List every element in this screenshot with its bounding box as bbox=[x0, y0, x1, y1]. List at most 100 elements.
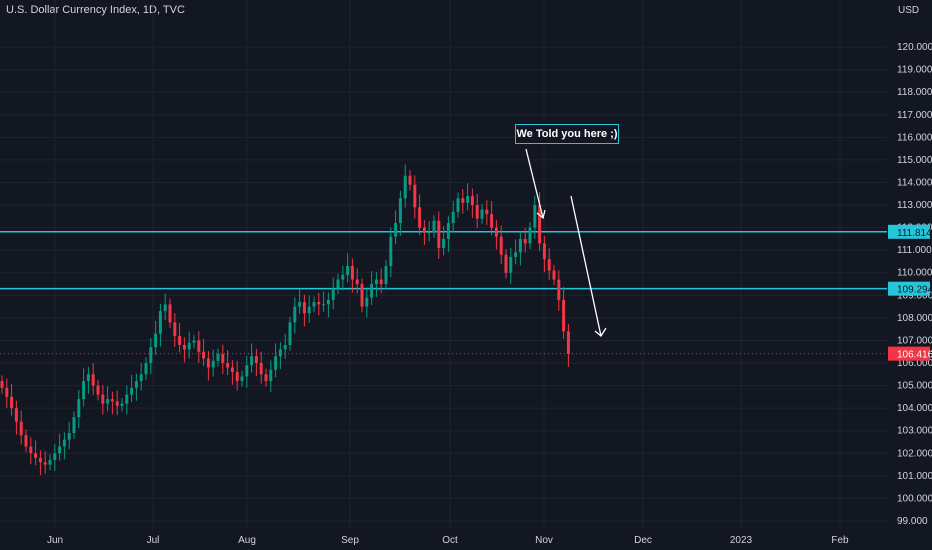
candle-body bbox=[360, 284, 364, 307]
price-axis: 99.000 100.000 101.000 102.000 103.000 104.00… bbox=[888, 0, 932, 550]
candle-body bbox=[547, 259, 551, 271]
candle-body bbox=[168, 304, 172, 323]
candle-body bbox=[206, 358, 210, 368]
candle-body bbox=[182, 344, 186, 350]
candle-body bbox=[374, 279, 378, 285]
candle-body bbox=[173, 322, 177, 336]
candle-body bbox=[77, 399, 81, 418]
candle-body bbox=[480, 209, 484, 219]
candle-body bbox=[456, 198, 460, 212]
y-tick-label: 113.000 bbox=[897, 200, 932, 211]
candle-body bbox=[538, 205, 542, 244]
candle-body bbox=[29, 446, 33, 454]
candle-body bbox=[221, 353, 225, 364]
candle-body bbox=[96, 385, 100, 395]
candle-body bbox=[528, 227, 532, 244]
candle-body bbox=[422, 227, 426, 233]
x-tick-label: 2023 bbox=[730, 535, 753, 546]
candle-body bbox=[394, 223, 398, 237]
candle-body bbox=[216, 353, 220, 361]
candle-body bbox=[389, 236, 393, 266]
candle-body bbox=[533, 205, 537, 228]
y-tick-label: 103.000 bbox=[897, 426, 932, 437]
level-tag bbox=[888, 281, 930, 296]
y-tick-label: 109.000 bbox=[897, 290, 932, 301]
candle-body bbox=[466, 196, 470, 203]
candle-body bbox=[34, 453, 38, 458]
y-tick-label: 110.000 bbox=[897, 268, 932, 279]
candle-body bbox=[451, 211, 455, 224]
candle-body bbox=[38, 457, 42, 463]
candle-body bbox=[312, 302, 316, 307]
candle-body bbox=[274, 356, 278, 370]
candle-body bbox=[542, 243, 546, 260]
candle-body bbox=[269, 369, 273, 382]
candle-body bbox=[509, 256, 513, 273]
y-tick-label: 114.000 bbox=[897, 177, 932, 188]
last-price-label: 106.416 bbox=[897, 350, 932, 361]
y-tick-label: 106.000 bbox=[897, 358, 932, 369]
candle-body bbox=[202, 351, 206, 359]
candle-body bbox=[5, 387, 9, 397]
annotation-label: We Told you here ;) bbox=[515, 124, 619, 144]
candle-body bbox=[250, 356, 254, 366]
candle-body bbox=[403, 175, 407, 199]
candle-body bbox=[336, 279, 340, 289]
candle-body bbox=[10, 396, 14, 409]
x-tick-label: Feb bbox=[831, 535, 849, 546]
candle-body bbox=[307, 306, 311, 314]
y-tick-label: 116.000 bbox=[897, 132, 932, 143]
candle-body bbox=[518, 238, 522, 253]
candle-body bbox=[504, 254, 508, 273]
candle-body bbox=[355, 279, 359, 285]
candle-body bbox=[437, 220, 441, 248]
candle-body bbox=[82, 381, 86, 400]
candle-body bbox=[254, 356, 258, 364]
candle-body bbox=[72, 417, 76, 433]
y-tick-label: 111.000 bbox=[897, 245, 932, 256]
chart-grid bbox=[0, 0, 887, 530]
candle-body bbox=[259, 363, 263, 375]
candle-body bbox=[341, 275, 345, 280]
candle-body bbox=[461, 198, 465, 203]
candle-body bbox=[523, 238, 527, 244]
candle-body bbox=[322, 304, 326, 306]
y-tick-label: 115.000 bbox=[897, 155, 932, 166]
price-axis-bg bbox=[888, 0, 932, 550]
y-tick-label: 119.000 bbox=[897, 65, 932, 76]
x-tick-label: Sep bbox=[341, 535, 359, 546]
candle-body bbox=[317, 302, 321, 305]
candle-body bbox=[139, 374, 143, 382]
candle-body bbox=[187, 342, 191, 350]
annotation-arrow-1-head bbox=[536, 209, 546, 220]
candle-body bbox=[240, 376, 244, 382]
x-tick-label: Aug bbox=[238, 535, 256, 546]
candle-body bbox=[298, 302, 302, 307]
candle-body bbox=[149, 347, 153, 364]
currency-label: USD bbox=[898, 5, 919, 16]
candle-body bbox=[566, 331, 570, 354]
x-tick-label: Dec bbox=[634, 535, 652, 546]
candle-body bbox=[346, 265, 350, 275]
candle-body bbox=[110, 399, 114, 402]
candle-body bbox=[490, 214, 494, 228]
candle-body bbox=[178, 335, 182, 345]
y-tick-label: 101.000 bbox=[897, 471, 932, 482]
y-tick-label: 100.000 bbox=[897, 493, 932, 504]
candle-body bbox=[475, 205, 479, 219]
annotation-arrows bbox=[525, 148, 607, 337]
candle-body bbox=[0, 381, 4, 388]
y-tick-label: 99.000 bbox=[897, 516, 928, 527]
annotation-arrow-2-head bbox=[594, 327, 607, 337]
chart-title: U.S. Dollar Currency Index, 1D, TVC bbox=[6, 4, 185, 16]
candle-body bbox=[58, 446, 62, 454]
candle-body bbox=[115, 401, 119, 406]
candle-body bbox=[384, 265, 388, 285]
candle-body bbox=[106, 399, 110, 404]
y-tick-label: 102.000 bbox=[897, 448, 932, 459]
level-tag-label: 109.294 bbox=[897, 285, 932, 296]
candle-body bbox=[418, 207, 422, 228]
candle-body bbox=[192, 340, 196, 343]
candle-body bbox=[499, 236, 503, 255]
